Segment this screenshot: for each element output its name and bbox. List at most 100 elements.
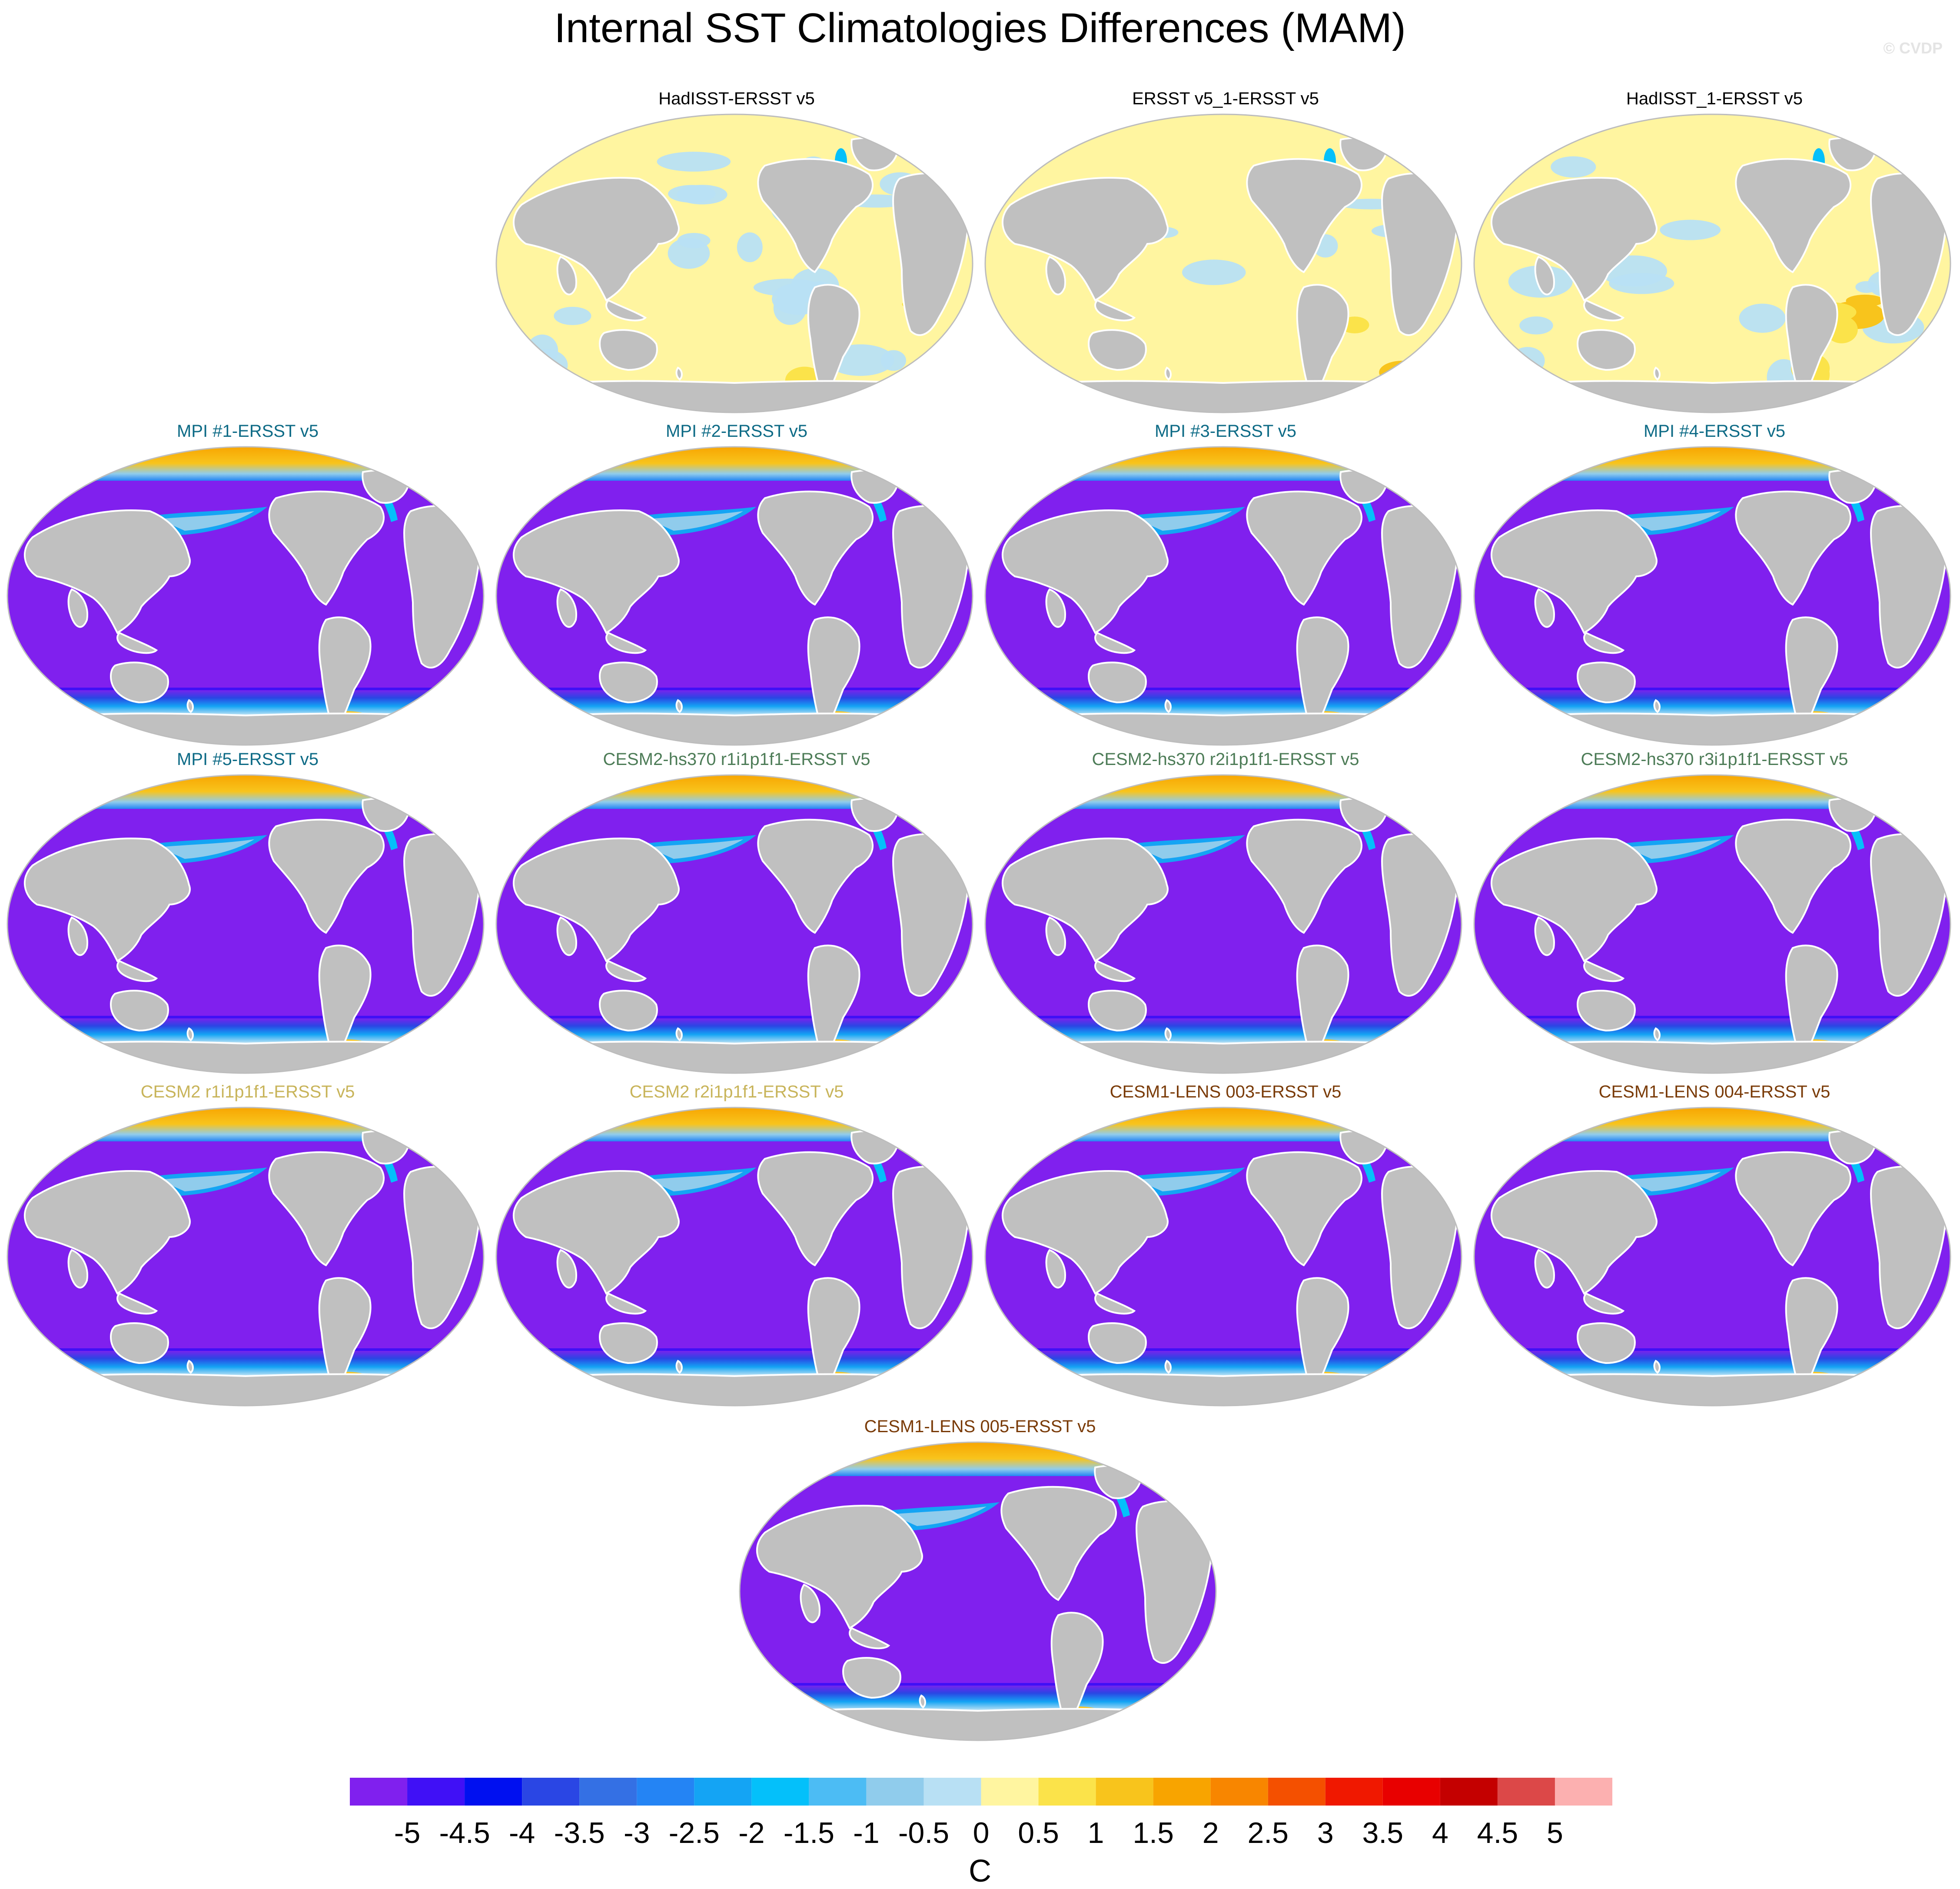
colorbar-swatch bbox=[809, 1778, 867, 1806]
colorbar-tick-label: -1.5 bbox=[783, 1816, 834, 1849]
panel-title: MPI #5-ERSST v5 bbox=[176, 750, 319, 769]
land-seasia bbox=[849, 1627, 890, 1650]
land-antarctica bbox=[512, 712, 957, 745]
land-india bbox=[1045, 588, 1066, 628]
land-india bbox=[1534, 1249, 1555, 1289]
sst-difference-map bbox=[495, 446, 973, 746]
colorbar-tick-label: 2.5 bbox=[1247, 1816, 1289, 1849]
land-seasia bbox=[605, 1292, 647, 1315]
land-namerica bbox=[268, 1151, 385, 1267]
colorbar-swatch bbox=[1497, 1778, 1555, 1806]
land-india bbox=[67, 588, 88, 628]
land-seasia bbox=[605, 299, 647, 322]
colorbar-swatch bbox=[1440, 1778, 1498, 1806]
land-nz bbox=[1164, 1360, 1172, 1374]
land-seasia bbox=[1583, 960, 1625, 982]
colorbar-tick-label: 1.5 bbox=[1133, 1816, 1174, 1849]
land-namerica bbox=[1246, 1151, 1363, 1267]
land-nz bbox=[1164, 699, 1172, 713]
panel-title: ERSST v5_1-ERSST v5 bbox=[1132, 89, 1319, 108]
land-india bbox=[1045, 256, 1066, 296]
panel-title: CESM1-LENS 004-ERSST v5 bbox=[1598, 1082, 1830, 1101]
land-antarctica bbox=[23, 712, 468, 745]
land-asia bbox=[1002, 509, 1169, 634]
land-asia bbox=[1491, 1170, 1658, 1295]
land-australia bbox=[598, 662, 658, 704]
land-asia bbox=[513, 177, 680, 302]
land-namerica bbox=[1735, 490, 1852, 606]
land-asia bbox=[513, 838, 680, 962]
land-antarctica bbox=[1000, 712, 1446, 745]
panel-title: CESM2 r2i1p1f1-ERSST v5 bbox=[629, 1082, 844, 1101]
land-asia bbox=[1002, 1170, 1169, 1295]
colorbar-tick-label: -3.5 bbox=[554, 1816, 605, 1849]
land-india bbox=[556, 256, 577, 296]
map-panel: CESM2-hs370 r1i1p1f1-ERSST v5 bbox=[495, 750, 978, 1080]
land-india bbox=[1534, 916, 1555, 956]
land-asia bbox=[1491, 838, 1658, 962]
land-seasia bbox=[1583, 632, 1625, 654]
sst-difference-map bbox=[1473, 446, 1951, 746]
land-antarctica bbox=[1489, 1373, 1935, 1406]
land-australia bbox=[110, 662, 169, 704]
land-antarctica bbox=[1489, 712, 1935, 745]
sst-difference-map bbox=[7, 774, 485, 1074]
land-australia bbox=[1087, 329, 1147, 371]
colorbar-swatch bbox=[407, 1778, 465, 1806]
land-nz bbox=[1164, 366, 1172, 381]
colorbar-swatch bbox=[924, 1778, 981, 1806]
map-panel: CESM2 r1i1p1f1-ERSST v5 bbox=[7, 1082, 489, 1413]
land-antarctica bbox=[1000, 1373, 1446, 1406]
map-panel: HadISST-ERSST v5 bbox=[495, 89, 978, 419]
colorbar-swatch bbox=[1096, 1778, 1153, 1806]
sst-difference-map bbox=[1473, 113, 1951, 413]
land-asia bbox=[513, 509, 680, 634]
sst-difference-map bbox=[984, 774, 1462, 1074]
land-seasia bbox=[1094, 299, 1136, 322]
land-australia bbox=[1087, 1322, 1147, 1364]
map-panel: CESM2 r2i1p1f1-ERSST v5 bbox=[495, 1082, 978, 1413]
land-australia bbox=[110, 990, 169, 1032]
land-australia bbox=[598, 990, 658, 1032]
land-asia bbox=[24, 838, 191, 962]
colorbar-swatch bbox=[522, 1778, 580, 1806]
land-asia bbox=[756, 1505, 923, 1630]
land-nz bbox=[1653, 1027, 1661, 1041]
map-panel: MPI #1-ERSST v5 bbox=[7, 422, 489, 752]
colorbar-swatch bbox=[1325, 1778, 1383, 1806]
land-nz bbox=[675, 1027, 683, 1041]
land-nz bbox=[186, 699, 194, 713]
land-india bbox=[1045, 916, 1066, 956]
sst-difference-map bbox=[984, 1107, 1462, 1407]
land-antarctica bbox=[512, 380, 957, 412]
sst-difference-map bbox=[495, 1107, 973, 1407]
sst-difference-map bbox=[1473, 774, 1951, 1074]
land-india bbox=[556, 588, 577, 628]
sst-difference-map bbox=[739, 1441, 1217, 1741]
land-namerica bbox=[1246, 158, 1363, 273]
land-seasia bbox=[116, 960, 158, 982]
colorbar-swatch bbox=[751, 1778, 809, 1806]
map-panel: MPI #4-ERSST v5 bbox=[1473, 422, 1956, 752]
colorbar-tick-label: -4 bbox=[508, 1816, 535, 1849]
colorbar-tick-label: -5 bbox=[394, 1816, 421, 1849]
land-india bbox=[1534, 588, 1555, 628]
colorbar-swatch bbox=[1210, 1778, 1268, 1806]
sst-difference-map bbox=[7, 1107, 485, 1407]
land-seasia bbox=[1583, 299, 1625, 322]
colorbar-swatch bbox=[1153, 1778, 1211, 1806]
land-nz bbox=[1653, 699, 1661, 713]
land-antarctica bbox=[1489, 1041, 1935, 1073]
colorbar-tick-label: -0.5 bbox=[898, 1816, 950, 1849]
land-seasia bbox=[116, 632, 158, 654]
land-namerica bbox=[757, 1151, 874, 1267]
watermark: © CVDP bbox=[1883, 39, 1943, 57]
land-asia bbox=[1002, 177, 1169, 302]
land-nz bbox=[1164, 1027, 1172, 1041]
colorbar-tick-label: -4.5 bbox=[439, 1816, 490, 1849]
land-antarctica bbox=[23, 1041, 468, 1073]
panel-title: CESM1-LENS 003-ERSST v5 bbox=[1110, 1082, 1342, 1101]
panel-title: CESM1-LENS 005-ERSST v5 bbox=[864, 1417, 1096, 1436]
land-seasia bbox=[116, 1292, 158, 1315]
land-australia bbox=[842, 1657, 901, 1699]
